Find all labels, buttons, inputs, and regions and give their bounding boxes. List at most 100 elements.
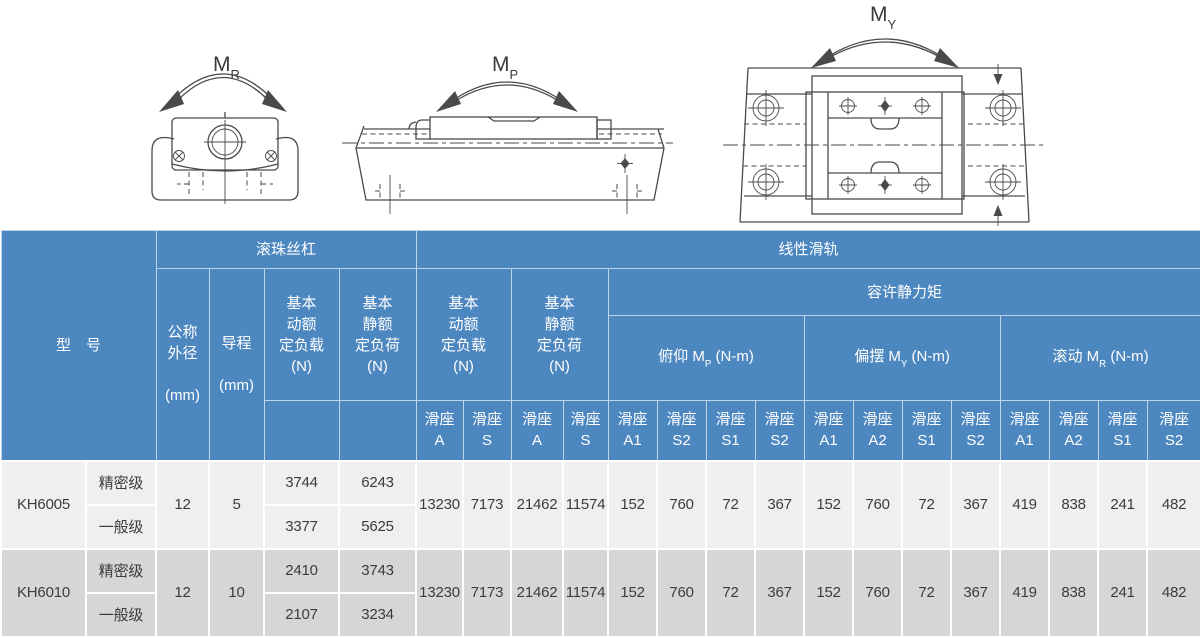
mp-rail	[342, 125, 673, 214]
header-nominal-od: 公称 外径 (mm)	[155, 268, 210, 461]
mr-cell: 419	[999, 459, 1051, 550]
my-cell: 152	[803, 459, 855, 550]
model-cell: KH6005	[0, 459, 87, 550]
grade-cell: 一般级	[84, 503, 158, 550]
mp-cell: 760	[656, 547, 708, 637]
mp-cell: 367	[754, 547, 806, 637]
mp-cell: 72	[705, 547, 757, 637]
header-slide-my-col: 滑座 A2	[852, 400, 903, 461]
my-mount-holes	[748, 90, 1021, 200]
header-slide-mp-col: 滑座 S2	[656, 400, 707, 461]
table-row: 一般级 3377 5625	[1, 503, 1200, 550]
mr-carriage-block	[171, 112, 279, 204]
lg-dyn-s-cell: 7173	[462, 459, 513, 550]
od-cell: 12	[155, 459, 211, 550]
mp-cell: 152	[607, 547, 659, 637]
header-bs-dynamic-load: 基本 动额 定负载 (N)	[263, 268, 340, 401]
mr-rail-base	[151, 136, 299, 201]
header-empty-cell	[338, 400, 417, 461]
my-cell: 367	[950, 547, 1002, 637]
my-rail	[723, 67, 1046, 223]
bs-stat-cell: 6243	[338, 459, 418, 506]
my-dimension-arrows	[993, 64, 1003, 226]
header-slide-mp-col: 滑座 A1	[607, 400, 658, 461]
mr-cell: 482	[1146, 547, 1200, 637]
header-slide-mr-col: 滑座 A1	[999, 400, 1050, 461]
grade-cell: 一般级	[84, 591, 158, 637]
mp-carriage	[408, 116, 612, 140]
header-yaw-moment: 偏摆 MY (N-m)	[803, 315, 1001, 401]
table-row: 一般级 2107 3234	[1, 591, 1200, 637]
header-slide-dyn-s: 滑座 S	[462, 400, 512, 461]
header-bs-static-load: 基本 静额 定负荷 (N)	[338, 268, 417, 401]
yawing-moment-diagram: MY	[722, 2, 1047, 228]
bs-dyn-cell: 2107	[263, 591, 341, 637]
lg-stat-s-cell: 11574	[562, 547, 610, 637]
my-cell: 152	[803, 547, 855, 637]
header-slide-mp-col: 滑座 S2	[754, 400, 805, 461]
header-slide-my-col: 滑座 S2	[950, 400, 1001, 461]
lg-dyn-s-cell: 7173	[462, 547, 513, 637]
my-carriage-block	[805, 75, 965, 215]
mp-arc-arrow	[436, 81, 578, 112]
lg-dyn-a-cell: 13230	[415, 547, 465, 637]
header-lg-dynamic-load: 基本 动额 定负载 (N)	[415, 268, 512, 401]
header-slide-mr-col: 滑座 A2	[1048, 400, 1099, 461]
header-slide-my-col: 滑座 S1	[901, 400, 952, 461]
mp-cell: 72	[705, 459, 757, 550]
header-slide-my-col: 滑座 A1	[803, 400, 854, 461]
mp-cell: 152	[607, 459, 659, 550]
bs-dyn-cell: 3744	[263, 459, 341, 506]
mr-cell: 838	[1048, 459, 1100, 550]
mp-cell: 367	[754, 459, 806, 550]
model-cell: KH6010	[0, 547, 87, 637]
lg-stat-a-cell: 21462	[510, 547, 565, 637]
header-slide-mr-col: 滑座 S2	[1146, 400, 1200, 461]
mr-cell: 482	[1146, 459, 1200, 550]
header-slide-mr-col: 滑座 S1	[1097, 400, 1148, 461]
mp-diagram-drawing	[342, 81, 673, 214]
lead-cell: 10	[208, 547, 266, 637]
mr-cell: 241	[1097, 547, 1149, 637]
mr-arc-arrow	[159, 73, 287, 112]
my-cell: 760	[852, 547, 904, 637]
bs-stat-cell: 5625	[338, 503, 418, 550]
lg-stat-s-cell: 11574	[562, 459, 610, 550]
mr-moment-label: MR	[213, 53, 240, 83]
lg-dyn-a-cell: 13230	[415, 459, 465, 550]
bs-stat-cell: 3234	[338, 591, 418, 637]
bs-dyn-cell: 2410	[263, 547, 341, 594]
header-slide-stat-s: 滑座 S	[562, 400, 609, 461]
table-row: KH6010 精密级 12 10 2410 3743 13230 7173 21…	[0, 547, 1200, 637]
lead-cell: 5	[208, 459, 266, 550]
my-block-markers	[839, 97, 931, 194]
header-model: 型 号	[0, 230, 157, 461]
header-roll-moment: 滚动 MR (N-m)	[999, 315, 1200, 401]
my-cell: 72	[901, 547, 953, 637]
header-static-moment-group: 容许静力矩	[607, 268, 1200, 316]
spec-table: 型 号 滚珠丝杠 线性滑轨 公称 外径 (mm) 导程 (mm) 基本 动额 定…	[0, 230, 1200, 637]
bs-dyn-cell: 3377	[263, 503, 341, 550]
bs-stat-cell: 3743	[338, 547, 418, 594]
moment-diagrams-strip: MR	[0, 0, 1200, 230]
my-cell: 72	[901, 459, 953, 550]
mr-cell: 241	[1097, 459, 1149, 550]
mp-moment-label: MP	[492, 53, 519, 83]
grade-cell: 精密级	[84, 459, 158, 506]
rolling-moment-diagram: MR	[133, 8, 348, 223]
od-cell: 12	[155, 547, 211, 637]
mp-cell: 760	[656, 459, 708, 550]
mr-cell: 838	[1048, 547, 1100, 637]
header-group-linear-guide: 线性滑轨	[415, 230, 1200, 269]
header-pitch-moment: 俯仰 MP (N-m)	[607, 315, 805, 401]
mr-diagram-drawing	[151, 73, 299, 204]
table-row: KH6005 精密级 12 5 3744 6243 13230 7173 214…	[0, 459, 1200, 550]
header-group-ball-screw: 滚珠丝杠	[155, 230, 417, 269]
my-diagram-drawing	[723, 38, 1046, 226]
header-empty-cell	[263, 400, 340, 461]
lg-stat-a-cell: 21462	[510, 459, 565, 550]
mr-cell: 419	[999, 547, 1051, 637]
header-slide-stat-a: 滑座 A	[510, 400, 564, 461]
header-slide-mp-col: 滑座 S1	[705, 400, 756, 461]
